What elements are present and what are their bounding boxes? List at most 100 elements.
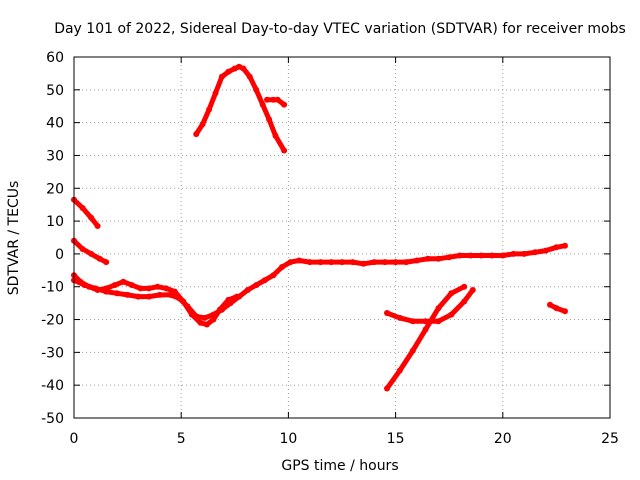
y-tick-label: -50 — [41, 411, 64, 427]
data-point — [349, 259, 356, 266]
data-point — [193, 131, 200, 138]
data-point — [171, 288, 178, 295]
x-tick-label: 5 — [177, 431, 186, 447]
data-point — [156, 291, 163, 298]
data-point — [201, 314, 208, 321]
data-point — [193, 313, 200, 320]
chart-ticks — [73, 56, 611, 419]
data-point — [266, 116, 273, 123]
y-tick-label: 20 — [46, 181, 64, 197]
data-point — [212, 90, 219, 97]
x-tick-label: 0 — [70, 431, 79, 447]
chart-grid — [74, 57, 610, 418]
data-point — [281, 101, 288, 108]
y-tick-label: -20 — [41, 313, 64, 329]
y-tick-label: 50 — [46, 83, 64, 99]
data-point — [184, 303, 191, 310]
x-tick-label: 15 — [387, 431, 405, 447]
data-point — [203, 321, 210, 328]
data-point — [547, 301, 553, 308]
data-point — [197, 319, 204, 326]
data-point — [281, 147, 288, 154]
data-point — [562, 242, 568, 249]
data-point — [79, 205, 86, 211]
data-point — [92, 285, 99, 292]
data-point — [79, 246, 86, 252]
data-point — [328, 259, 335, 266]
data-point — [446, 254, 453, 261]
data-point — [261, 277, 268, 284]
data-point — [553, 244, 560, 251]
data-point — [128, 282, 135, 289]
data-point — [146, 285, 152, 292]
data-point — [409, 347, 416, 354]
data-point — [456, 252, 463, 259]
data-point — [461, 298, 468, 305]
chart-tick-labels: 0 5 10 15 20 25 -50 -40 -30 -20 -10 0 10 20 30 40 50 60 — [41, 50, 619, 447]
data-point — [403, 259, 410, 266]
data-point — [264, 96, 270, 103]
y-tick-label: 40 — [46, 116, 64, 132]
data-point — [461, 283, 468, 290]
data-point — [244, 287, 251, 293]
data-point — [542, 247, 549, 254]
data-point — [94, 223, 101, 229]
data-point — [448, 290, 455, 297]
data-point — [124, 291, 131, 298]
y-tick-label: 60 — [46, 50, 64, 66]
y-axis-label: SDTVAR / TECUs — [6, 181, 22, 296]
data-point — [120, 278, 127, 285]
data-point — [384, 385, 390, 392]
data-point — [287, 259, 294, 266]
data-point — [199, 121, 206, 128]
data-point — [499, 252, 506, 259]
y-tick-label: -10 — [41, 280, 64, 296]
data-point — [553, 305, 560, 312]
data-point — [270, 96, 277, 103]
data-point — [270, 272, 277, 279]
data-point — [218, 73, 225, 80]
data-point — [96, 255, 103, 262]
data-point — [88, 214, 95, 221]
data-point — [210, 311, 217, 318]
data-point — [435, 318, 442, 325]
data-point — [409, 318, 416, 325]
data-point — [103, 288, 110, 295]
data-point — [435, 255, 442, 262]
data-point — [489, 252, 496, 259]
data-point — [339, 259, 345, 266]
data-point — [381, 259, 388, 266]
data-point — [163, 285, 170, 292]
y-tick-label: -40 — [41, 378, 64, 394]
data-point — [227, 300, 234, 307]
series-line-arc-1 — [71, 197, 101, 229]
x-tick-label: 25 — [601, 431, 619, 447]
data-point — [81, 282, 88, 289]
chart-series — [71, 63, 568, 392]
y-tick-label: 10 — [46, 214, 64, 230]
data-point — [206, 106, 213, 113]
data-point — [296, 257, 303, 264]
data-point — [154, 283, 161, 290]
x-tick-label: 20 — [494, 431, 512, 447]
data-point — [392, 259, 399, 266]
y-tick-label: 0 — [55, 247, 64, 263]
data-point — [253, 282, 260, 289]
data-point — [218, 306, 225, 313]
y-tick-label: -30 — [41, 345, 64, 361]
data-point — [306, 259, 313, 266]
data-point — [103, 259, 110, 266]
data-point — [274, 96, 281, 103]
data-point — [467, 252, 474, 259]
data-point — [111, 282, 118, 289]
plot-frame — [73, 56, 611, 419]
data-point — [424, 255, 431, 262]
data-point — [532, 249, 538, 256]
data-point — [88, 250, 95, 257]
chart-title: Day 101 of 2022, Sidereal Day-to-day VTE… — [54, 21, 626, 37]
data-point — [137, 285, 144, 292]
data-point — [113, 290, 120, 297]
data-point — [135, 293, 142, 300]
